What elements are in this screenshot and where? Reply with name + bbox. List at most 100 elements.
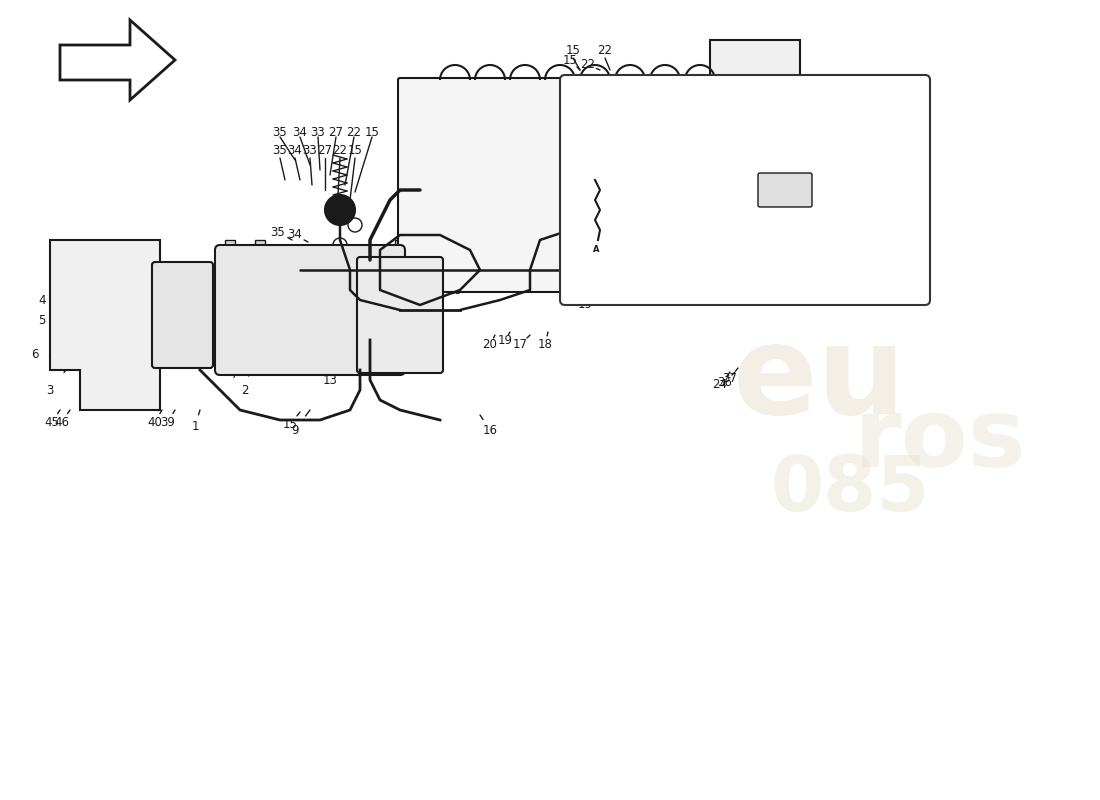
Text: a passion for parts: a passion for parts [407, 116, 693, 184]
Text: 34: 34 [293, 126, 307, 138]
Text: 34: 34 [287, 143, 303, 157]
Text: 35: 35 [585, 215, 601, 229]
Text: 22: 22 [581, 58, 595, 71]
Text: 19: 19 [578, 298, 593, 311]
Text: 35: 35 [273, 126, 287, 138]
Circle shape [426, 266, 434, 274]
Text: 42: 42 [90, 363, 106, 377]
Text: 28: 28 [662, 254, 678, 266]
Circle shape [738, 148, 762, 172]
Text: 7: 7 [231, 369, 239, 382]
Text: 37: 37 [287, 266, 303, 278]
Polygon shape [60, 20, 175, 100]
Circle shape [740, 210, 780, 250]
Text: 30: 30 [813, 249, 827, 262]
Circle shape [270, 270, 350, 350]
Text: 17: 17 [513, 338, 528, 351]
Text: 27: 27 [652, 229, 668, 242]
Bar [226, 240, 235, 250]
Text: 47: 47 [348, 294, 363, 306]
Text: 9: 9 [292, 423, 299, 437]
Text: 27: 27 [772, 234, 788, 246]
Text: 22: 22 [332, 143, 348, 157]
Text: 36: 36 [717, 375, 733, 389]
Text: 44: 44 [242, 338, 257, 351]
Text: 39: 39 [161, 415, 175, 429]
Text: 47: 47 [609, 74, 625, 86]
FancyBboxPatch shape [358, 257, 443, 373]
Text: 40: 40 [147, 415, 163, 429]
Text: 32: 32 [493, 223, 507, 237]
Circle shape [476, 266, 484, 274]
Text: 34: 34 [287, 229, 303, 242]
Text: 50: 50 [609, 283, 625, 297]
FancyBboxPatch shape [152, 262, 213, 368]
Circle shape [648, 178, 672, 202]
Text: eu: eu [733, 319, 906, 441]
Text: 33: 33 [310, 126, 326, 138]
Text: 15: 15 [364, 126, 380, 138]
Text: 23: 23 [322, 294, 338, 306]
Circle shape [461, 266, 469, 274]
Text: 41: 41 [80, 363, 96, 377]
Text: 48: 48 [638, 74, 652, 86]
Text: 10: 10 [322, 343, 338, 357]
Text: A: A [855, 181, 861, 191]
Circle shape [296, 266, 304, 274]
Text: 15: 15 [562, 54, 578, 66]
Text: 15: 15 [348, 143, 362, 157]
Text: 35: 35 [273, 143, 287, 157]
Text: 29: 29 [448, 263, 462, 277]
Text: 27: 27 [318, 143, 332, 157]
Text: 46: 46 [55, 415, 69, 429]
Circle shape [738, 68, 762, 92]
Text: 16: 16 [483, 423, 497, 437]
Circle shape [738, 108, 762, 132]
Bar [255, 240, 265, 250]
Text: 1: 1 [191, 419, 199, 433]
Text: A: A [593, 246, 600, 254]
Text: 45: 45 [45, 415, 59, 429]
Text: 26: 26 [803, 194, 817, 206]
Text: 4: 4 [39, 294, 46, 306]
Bar [395, 240, 405, 250]
Text: 20: 20 [483, 338, 497, 351]
Text: 53: 53 [703, 74, 717, 86]
Text: 085: 085 [770, 453, 930, 527]
Text: 27: 27 [302, 249, 318, 262]
Text: 27: 27 [329, 126, 343, 138]
Text: 36: 36 [287, 283, 303, 297]
Text: 27: 27 [813, 214, 827, 226]
Text: 22: 22 [597, 43, 613, 57]
Text: 52: 52 [672, 283, 688, 297]
Text: 22: 22 [346, 126, 362, 138]
Text: 24: 24 [713, 378, 727, 391]
Text: 13: 13 [322, 374, 338, 386]
Text: 49: 49 [638, 283, 652, 297]
Text: 19: 19 [497, 334, 513, 346]
Text: 54: 54 [730, 74, 746, 86]
Text: 34: 34 [601, 218, 615, 231]
Text: 30: 30 [843, 249, 857, 262]
Text: 6: 6 [31, 349, 38, 362]
Text: 3: 3 [46, 383, 54, 397]
Text: 15: 15 [283, 418, 297, 431]
Circle shape [575, 195, 605, 225]
FancyBboxPatch shape [398, 78, 712, 292]
Text: 28: 28 [438, 258, 452, 271]
Circle shape [255, 255, 365, 365]
Text: 29: 29 [813, 263, 827, 277]
Text: 12: 12 [393, 338, 407, 351]
Text: 2: 2 [241, 383, 249, 397]
Text: 29: 29 [654, 269, 670, 282]
Text: 5: 5 [39, 314, 46, 326]
FancyBboxPatch shape [214, 245, 405, 375]
Circle shape [434, 115, 505, 185]
FancyBboxPatch shape [560, 75, 930, 305]
Text: 43: 43 [238, 358, 252, 371]
Polygon shape [50, 240, 160, 410]
Text: 28: 28 [813, 238, 827, 251]
Circle shape [738, 188, 762, 212]
Text: 33: 33 [302, 143, 318, 157]
Text: (A): (A) [861, 178, 879, 191]
